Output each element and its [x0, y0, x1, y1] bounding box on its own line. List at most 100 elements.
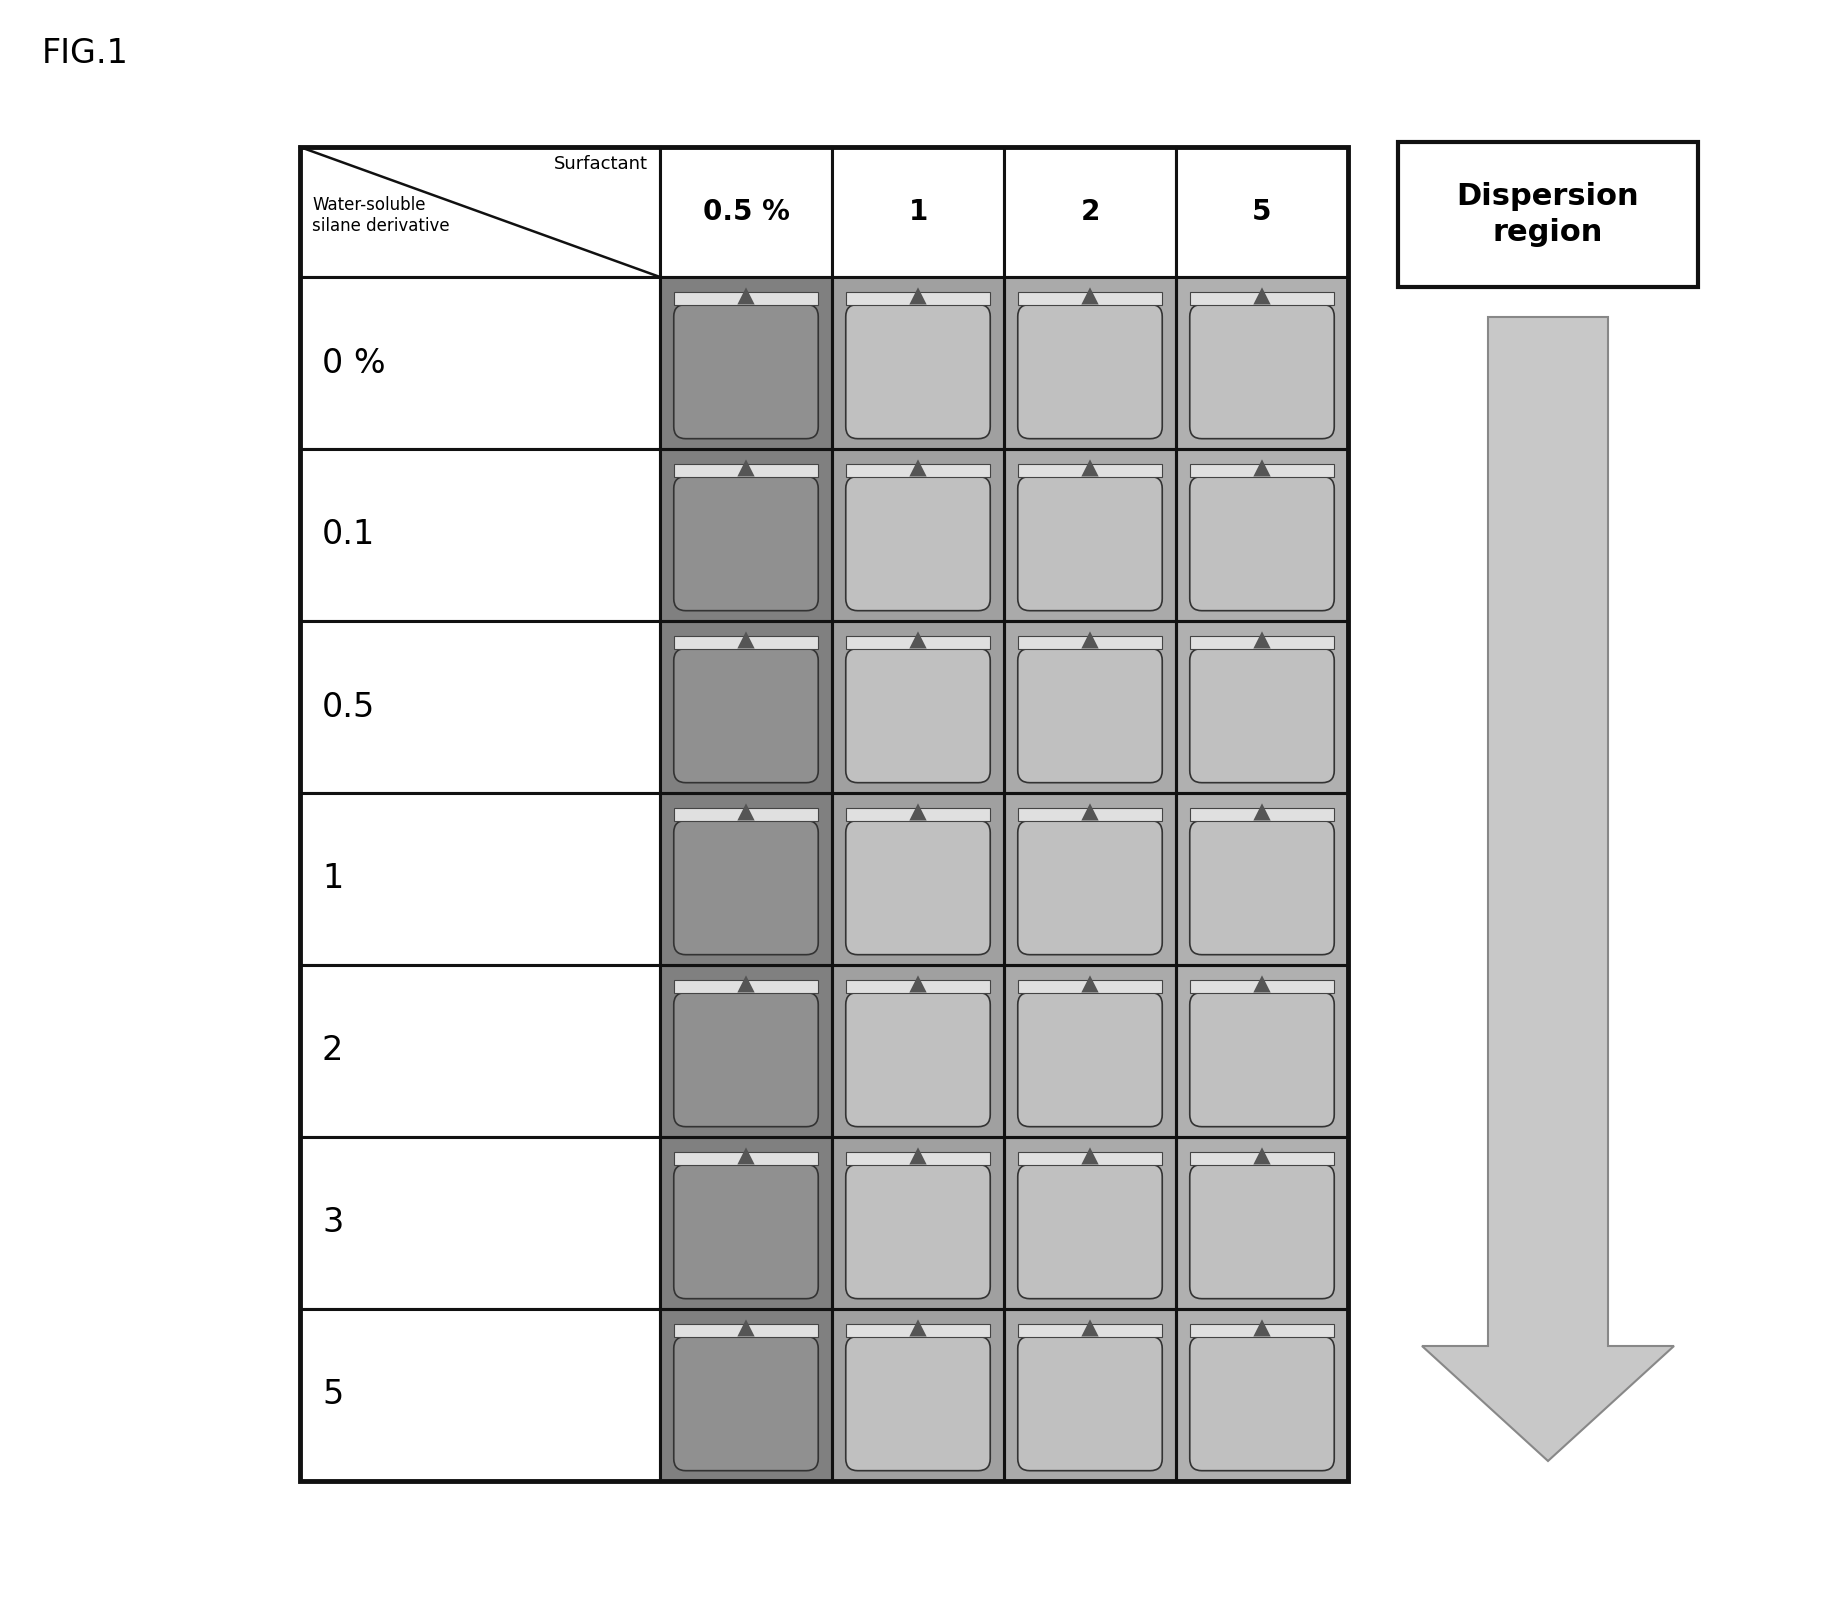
Bar [660, 1310, 832, 1480]
Bar [660, 276, 832, 449]
Bar [300, 1310, 660, 1480]
Bar [660, 1137, 832, 1310]
Polygon shape [1422, 316, 1674, 1461]
FancyBboxPatch shape [675, 1164, 819, 1298]
Polygon shape [737, 287, 755, 305]
Text: Surfactant: Surfactant [554, 155, 647, 172]
Bar [1004, 1137, 1175, 1310]
FancyBboxPatch shape [1190, 305, 1334, 439]
Text: 0.1: 0.1 [322, 519, 375, 551]
Bar [660, 794, 832, 965]
Bar [1398, 142, 1698, 287]
Polygon shape [909, 1319, 927, 1337]
Polygon shape [1254, 1319, 1270, 1337]
Polygon shape [1254, 287, 1270, 305]
Bar [1190, 292, 1334, 305]
FancyBboxPatch shape [846, 1164, 991, 1298]
Text: 2: 2 [1080, 198, 1100, 227]
Bar [1175, 1310, 1347, 1480]
Bar [675, 981, 819, 992]
Bar [1004, 794, 1175, 965]
Bar [832, 965, 1004, 1137]
Bar [660, 965, 832, 1137]
Polygon shape [1082, 1147, 1099, 1164]
FancyBboxPatch shape [846, 305, 991, 439]
FancyBboxPatch shape [675, 1337, 819, 1471]
Text: 2: 2 [322, 1035, 344, 1067]
Bar [1175, 1137, 1347, 1310]
Bar [1190, 465, 1334, 476]
Bar [832, 621, 1004, 794]
FancyBboxPatch shape [846, 476, 991, 610]
Bar [846, 1324, 991, 1337]
Bar [1018, 292, 1163, 305]
Polygon shape [1082, 803, 1099, 821]
FancyBboxPatch shape [1190, 1337, 1334, 1471]
Bar [1018, 1153, 1163, 1164]
Bar [1190, 808, 1334, 821]
Bar [300, 147, 1347, 1480]
Polygon shape [909, 460, 927, 476]
Bar [1004, 449, 1175, 621]
Text: FIG.1: FIG.1 [42, 37, 130, 70]
Bar [660, 965, 832, 1137]
Text: Water-soluble
silane derivative: Water-soluble silane derivative [313, 195, 450, 235]
Bar [675, 808, 819, 821]
Polygon shape [1254, 460, 1270, 476]
Bar [660, 449, 832, 621]
Bar [832, 1137, 1004, 1310]
FancyBboxPatch shape [675, 992, 819, 1126]
Bar [1004, 1310, 1175, 1480]
FancyBboxPatch shape [1190, 648, 1334, 783]
Polygon shape [737, 976, 755, 992]
Bar [832, 1310, 1004, 1480]
Polygon shape [909, 1147, 927, 1164]
Polygon shape [737, 803, 755, 821]
Polygon shape [1254, 1147, 1270, 1164]
Bar [832, 621, 1004, 794]
Polygon shape [909, 287, 927, 305]
Text: 5: 5 [1252, 198, 1272, 227]
Bar [1175, 1137, 1347, 1310]
FancyBboxPatch shape [675, 476, 819, 610]
FancyBboxPatch shape [1190, 476, 1334, 610]
FancyBboxPatch shape [1018, 821, 1163, 955]
Bar [1018, 981, 1163, 992]
Polygon shape [1082, 631, 1099, 648]
Bar [660, 147, 832, 276]
Polygon shape [1254, 976, 1270, 992]
Text: 1: 1 [909, 198, 927, 227]
Polygon shape [1082, 1319, 1099, 1337]
Polygon shape [909, 976, 927, 992]
Bar [660, 449, 832, 621]
Bar [300, 147, 660, 276]
Polygon shape [1082, 976, 1099, 992]
Bar [1175, 621, 1347, 794]
Bar [832, 449, 1004, 621]
Text: 0 %: 0 % [322, 347, 386, 380]
Text: 0.5 %: 0.5 % [702, 198, 790, 227]
Polygon shape [737, 631, 755, 648]
Bar [1018, 465, 1163, 476]
Bar [1004, 1310, 1175, 1480]
Bar [1004, 621, 1175, 794]
Bar [1175, 147, 1347, 276]
Bar [846, 465, 991, 476]
Bar [660, 794, 832, 965]
Bar [832, 794, 1004, 965]
Text: Dispersion
region: Dispersion region [1457, 182, 1640, 248]
Bar [675, 292, 819, 305]
Bar [300, 1137, 660, 1310]
Polygon shape [737, 460, 755, 476]
Bar [1018, 637, 1163, 648]
Bar [675, 465, 819, 476]
FancyBboxPatch shape [1190, 1164, 1334, 1298]
Bar [660, 621, 832, 794]
Bar [660, 1137, 832, 1310]
Polygon shape [737, 1147, 755, 1164]
Bar [1175, 276, 1347, 449]
Bar [1004, 276, 1175, 449]
Bar [846, 637, 991, 648]
Polygon shape [909, 631, 927, 648]
FancyBboxPatch shape [1018, 476, 1163, 610]
